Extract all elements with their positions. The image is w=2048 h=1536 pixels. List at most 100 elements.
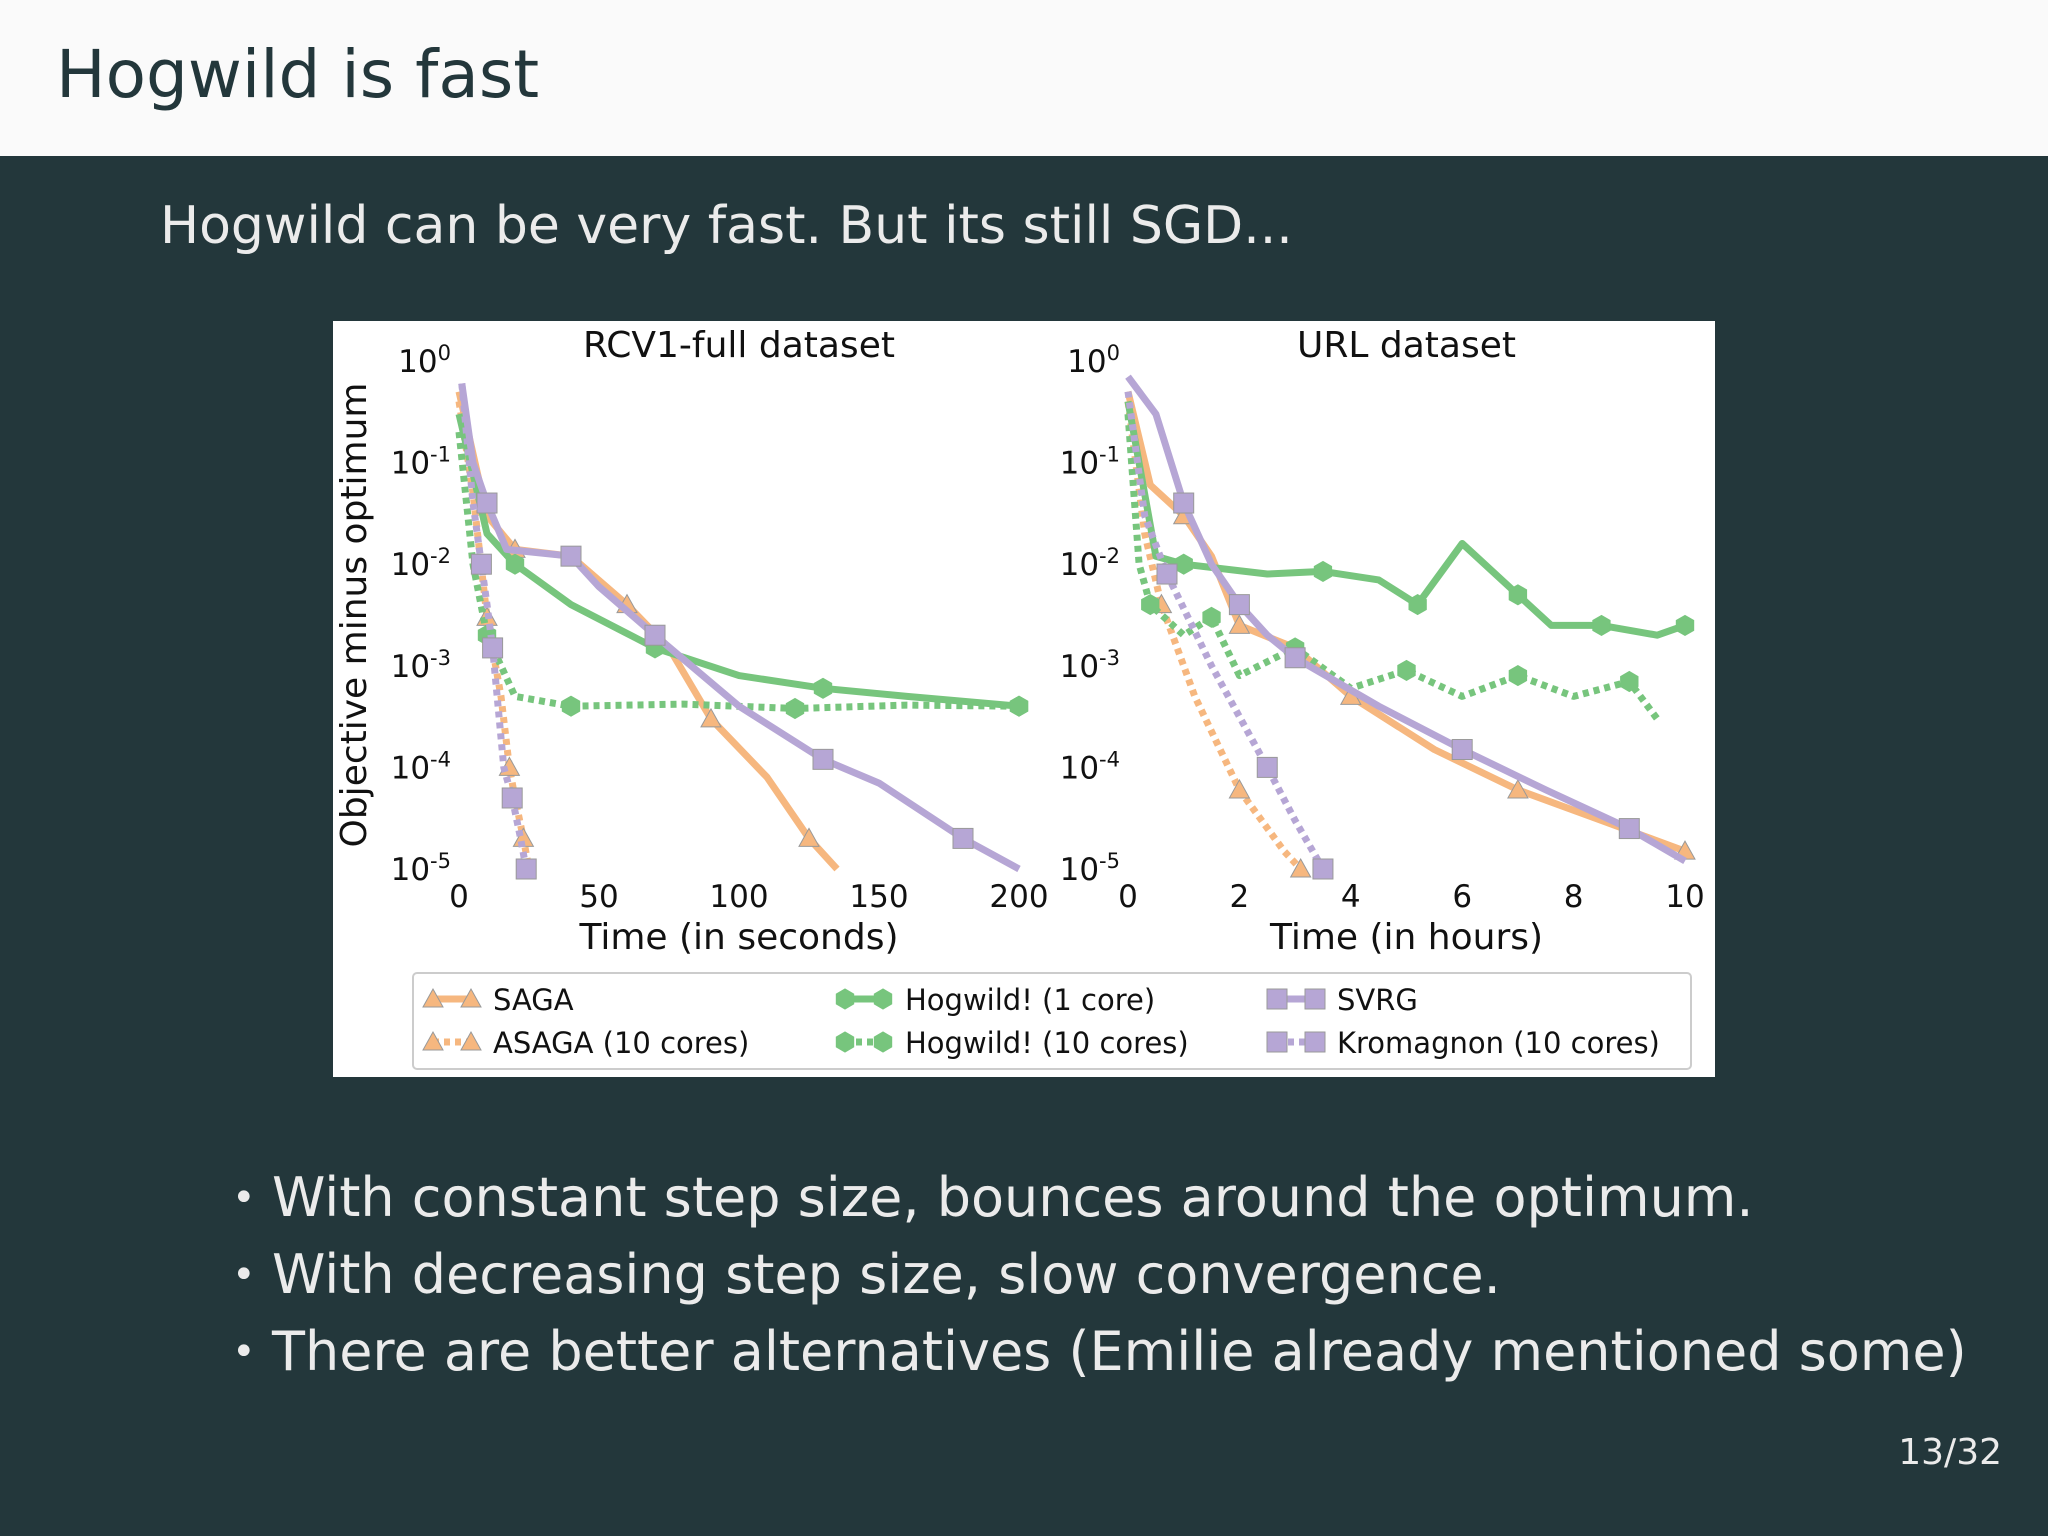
square-marker — [470, 553, 492, 575]
series-line — [458, 383, 1021, 873]
triangle-marker — [700, 707, 722, 728]
hexagon-marker — [835, 988, 855, 1010]
triangle-marker — [460, 987, 482, 1008]
square-marker — [1228, 594, 1250, 616]
y-tick-label: 10-1 — [1060, 443, 1120, 482]
chart-title: RCV1-full dataset — [583, 325, 895, 366]
bullet-text: With decreasing step size, slow converge… — [272, 1243, 1501, 1306]
hexagon-marker — [835, 1031, 855, 1053]
bullet-item: • There are better alternatives (Emilie a… — [232, 1320, 1967, 1397]
bullet-dot-icon: • — [232, 1252, 256, 1298]
y-tick-label: 100 — [398, 341, 451, 380]
x-tick-label: 10 — [1665, 879, 1704, 915]
square-marker — [560, 545, 582, 567]
bullet-dot-icon: • — [232, 1329, 256, 1375]
square-marker — [644, 624, 666, 646]
hexagon-marker — [1592, 614, 1611, 636]
triangle-marker — [1228, 778, 1251, 799]
hexagon-marker — [813, 677, 833, 699]
x-tick-label: 0 — [1118, 879, 1138, 915]
hexagon-marker — [1141, 594, 1160, 616]
legend-label: Hogwild! (10 cores) — [905, 1026, 1189, 1060]
hexagon-marker — [1397, 659, 1416, 681]
series-line — [1125, 374, 1687, 865]
hexagon-marker — [1508, 584, 1528, 606]
square-marker — [1312, 858, 1334, 880]
hexagon-marker — [873, 988, 893, 1010]
chart-legend: SAGA ASAGA (10 cores) Hogwild! (1 core) Hog… — [412, 972, 1692, 1070]
square-marker — [476, 492, 498, 514]
bullet-list: • With constant step size, bounces around… — [232, 1166, 1967, 1397]
square-marker — [482, 637, 504, 659]
x-tick-label: 4 — [1341, 879, 1361, 915]
x-tick-label: 8 — [1564, 879, 1584, 915]
square-marker — [501, 787, 523, 809]
hexagon-marker — [1675, 614, 1695, 636]
hexagon-marker — [1508, 665, 1528, 687]
y-tick-label: 10-2 — [1060, 544, 1120, 583]
square-marker — [952, 827, 974, 849]
legend-box — [412, 972, 1692, 1070]
x-axis-label: Time (in seconds) — [578, 917, 898, 958]
x-axis-label: Time (in hours) — [1269, 917, 1543, 958]
series-line — [1124, 391, 1327, 871]
y-tick-label: 10-3 — [1060, 646, 1120, 685]
x-tick-label: 100 — [709, 879, 768, 915]
x-tick-label: 50 — [579, 879, 618, 915]
series-line — [1124, 400, 1304, 872]
triangle-marker — [422, 1030, 444, 1051]
y-tick-label: 10-3 — [391, 646, 451, 685]
hexagon-marker — [1174, 553, 1193, 575]
hexagon-marker — [1408, 594, 1427, 616]
bullet-item: • With constant step size, bounces around… — [232, 1166, 1967, 1243]
y-tick-label: 10-1 — [391, 443, 451, 482]
bullet-text: With constant step size, bounces around … — [272, 1166, 1754, 1229]
url-chart: URL dataset 100 10-1 10-2 10-3 10-4 10-50 2 4 6 8 1… — [1060, 325, 1705, 958]
hexagon-marker — [1313, 560, 1333, 582]
y-tick-label: 10-2 — [391, 544, 451, 583]
y-tick-label: 10-5 — [391, 849, 451, 888]
y-axis-label: Objective minus optimum — [334, 383, 375, 848]
page-number: 13/32 — [1898, 1432, 2002, 1473]
legend-label: Kromagnon (10 cores) — [1337, 1026, 1660, 1060]
square-marker — [1256, 756, 1278, 778]
triangle-marker — [1289, 857, 1312, 878]
slide-subtitle: Hogwild can be very fast. But its still … — [160, 196, 1293, 256]
y-tick-label: 10-4 — [391, 747, 451, 786]
triangle-marker — [1507, 778, 1529, 799]
x-tick-label: 150 — [849, 879, 908, 915]
slide-header: Hogwild is fast — [0, 0, 2048, 156]
series-line — [455, 431, 1020, 712]
square-marker — [812, 748, 834, 770]
square-marker — [1618, 818, 1640, 840]
x-tick-label: 6 — [1452, 879, 1472, 915]
charts-svg: RCV1-full dataset10010-110-210-310-410-5… — [334, 325, 1705, 1070]
hexagon-marker — [785, 697, 805, 720]
hexagon-marker — [873, 1031, 893, 1053]
triangle-marker — [798, 827, 820, 847]
triangle-marker — [460, 1030, 482, 1051]
x-tick-label: 0 — [449, 879, 469, 915]
square-marker — [1173, 492, 1195, 514]
series-line — [455, 400, 533, 870]
series-line — [1124, 400, 1687, 639]
hexagon-marker — [561, 695, 581, 717]
square-marker — [1284, 647, 1306, 669]
hexagon-marker — [505, 553, 525, 575]
chart-figure: RCV1-full dataset 100 10-1 10-2 10-3 10-4 10-5… — [333, 321, 1715, 1077]
y-tick-label: 10-5 — [1060, 849, 1120, 888]
legend-label: Hogwild! (1 core) — [905, 983, 1155, 1017]
triangle-marker — [422, 987, 444, 1008]
bullet-item: • With decreasing step size, slow converg… — [232, 1243, 1967, 1320]
x-tick-label: 200 — [989, 879, 1048, 915]
square-marker — [1304, 1031, 1326, 1053]
rcv1-chart: RCV1-full dataset 100 10-1 10-2 10-3 10-4 10-5… — [334, 325, 1049, 958]
square-marker — [515, 858, 537, 880]
square-marker — [1266, 988, 1288, 1010]
legend-label: SVRG — [1337, 983, 1418, 1017]
square-marker — [1304, 988, 1326, 1010]
slide-title: Hogwild is fast — [56, 36, 540, 113]
square-marker — [1451, 739, 1473, 761]
chart-title: URL dataset — [1297, 325, 1516, 366]
legend-label: ASAGA (10 cores) — [493, 1026, 749, 1060]
